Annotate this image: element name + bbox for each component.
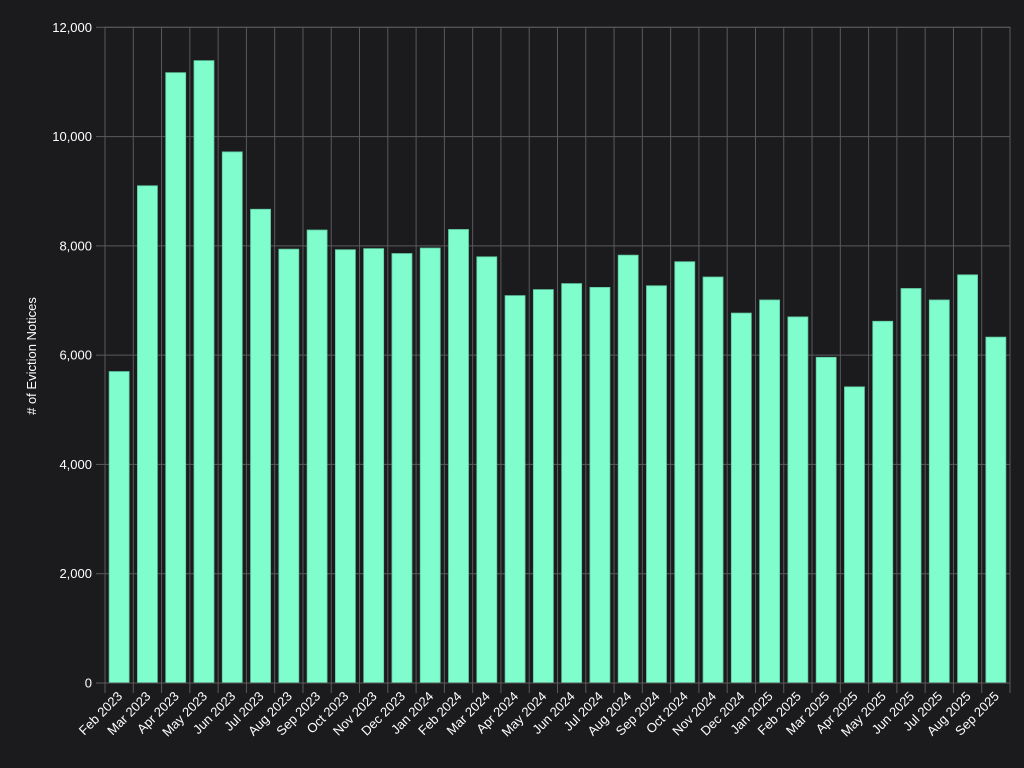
bar <box>730 312 752 684</box>
bar <box>221 151 243 684</box>
y-tick-label: 6,000 <box>59 348 92 363</box>
bar <box>900 288 922 684</box>
bar <box>137 185 158 684</box>
bar <box>872 320 894 684</box>
bar <box>448 229 469 684</box>
bar <box>617 254 639 684</box>
bar <box>646 285 667 684</box>
bar <box>108 371 130 684</box>
bar <box>193 60 215 684</box>
bar <box>844 386 865 684</box>
bar <box>561 283 583 684</box>
y-tick-label: 0 <box>85 676 92 691</box>
bar <box>532 289 554 684</box>
bar <box>504 295 526 684</box>
bar <box>674 261 696 684</box>
bar <box>985 336 1007 684</box>
bar <box>787 316 809 684</box>
bar <box>928 299 950 684</box>
bar <box>165 72 187 684</box>
bars <box>108 60 1007 684</box>
y-tick-label: 8,000 <box>59 238 92 253</box>
bar <box>957 274 978 684</box>
y-axis-ticks: 0 2,000 4,000 6,000 8,000 10,000 12,000 <box>52 20 105 691</box>
bar <box>306 229 328 684</box>
bar <box>391 253 413 684</box>
bar <box>476 256 498 684</box>
grid <box>104 26 1011 684</box>
bar <box>702 276 724 684</box>
bar <box>334 249 356 684</box>
y-tick-label: 10,000 <box>52 129 92 144</box>
bar <box>363 248 385 684</box>
bar <box>759 299 781 684</box>
y-tick-label: 2,000 <box>59 566 92 581</box>
bar <box>278 248 300 684</box>
y-tick-label: 12,000 <box>52 20 92 35</box>
bar <box>589 286 611 684</box>
bar <box>250 208 271 684</box>
bar <box>815 356 837 684</box>
bar <box>419 247 441 684</box>
y-axis-label: # of Eviction Notices <box>24 297 39 415</box>
y-tick-label: 4,000 <box>59 457 92 472</box>
